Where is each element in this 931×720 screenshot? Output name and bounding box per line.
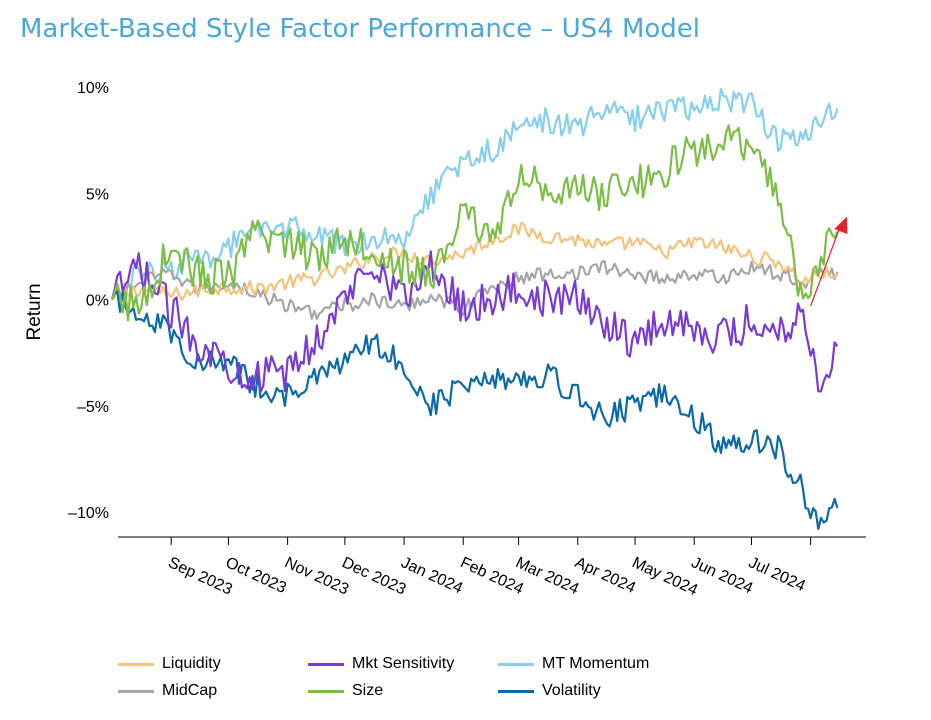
y-tick-label: –10% — [68, 505, 109, 522]
y-tick-label: 0% — [86, 293, 109, 310]
annotations — [810, 216, 848, 307]
series-line-liquidity — [111, 221, 839, 301]
x-tick-label: May 2024 — [629, 554, 700, 599]
chart-title: Market-Based Style Factor Performance – … — [20, 14, 701, 44]
x-tick-label: Jul 2024 — [746, 554, 808, 595]
series-line-midcap — [111, 260, 839, 320]
x-tick-label: Oct 2023 — [223, 554, 289, 597]
annotation-arrow-head — [834, 216, 848, 235]
x-tick-label: Nov 2023 — [282, 554, 351, 598]
series-line-mt-momentum — [110, 87, 839, 301]
x-tick-label: Dec 2023 — [339, 554, 408, 598]
series-line-volatility — [110, 290, 839, 530]
series-lines — [110, 87, 839, 530]
y-axis-label: Return — [24, 283, 45, 340]
x-tick-label: Jun 2024 — [689, 554, 756, 597]
y-tick-label: 5% — [86, 186, 109, 203]
annotation-arrow-line — [810, 224, 842, 307]
series-line-size — [110, 124, 839, 322]
x-tick-label: Mar 2024 — [513, 554, 582, 598]
y-tick-label: 10% — [77, 80, 109, 97]
x-tick-label: Jan 2024 — [398, 554, 465, 597]
x-tick-label: Sep 2023 — [165, 554, 234, 598]
x-tick-label: Feb 2024 — [458, 554, 527, 598]
y-tick-label: –5% — [77, 399, 109, 416]
series-line-mkt-sensitivity — [110, 250, 839, 393]
x-tick-label: Apr 2024 — [572, 554, 638, 597]
